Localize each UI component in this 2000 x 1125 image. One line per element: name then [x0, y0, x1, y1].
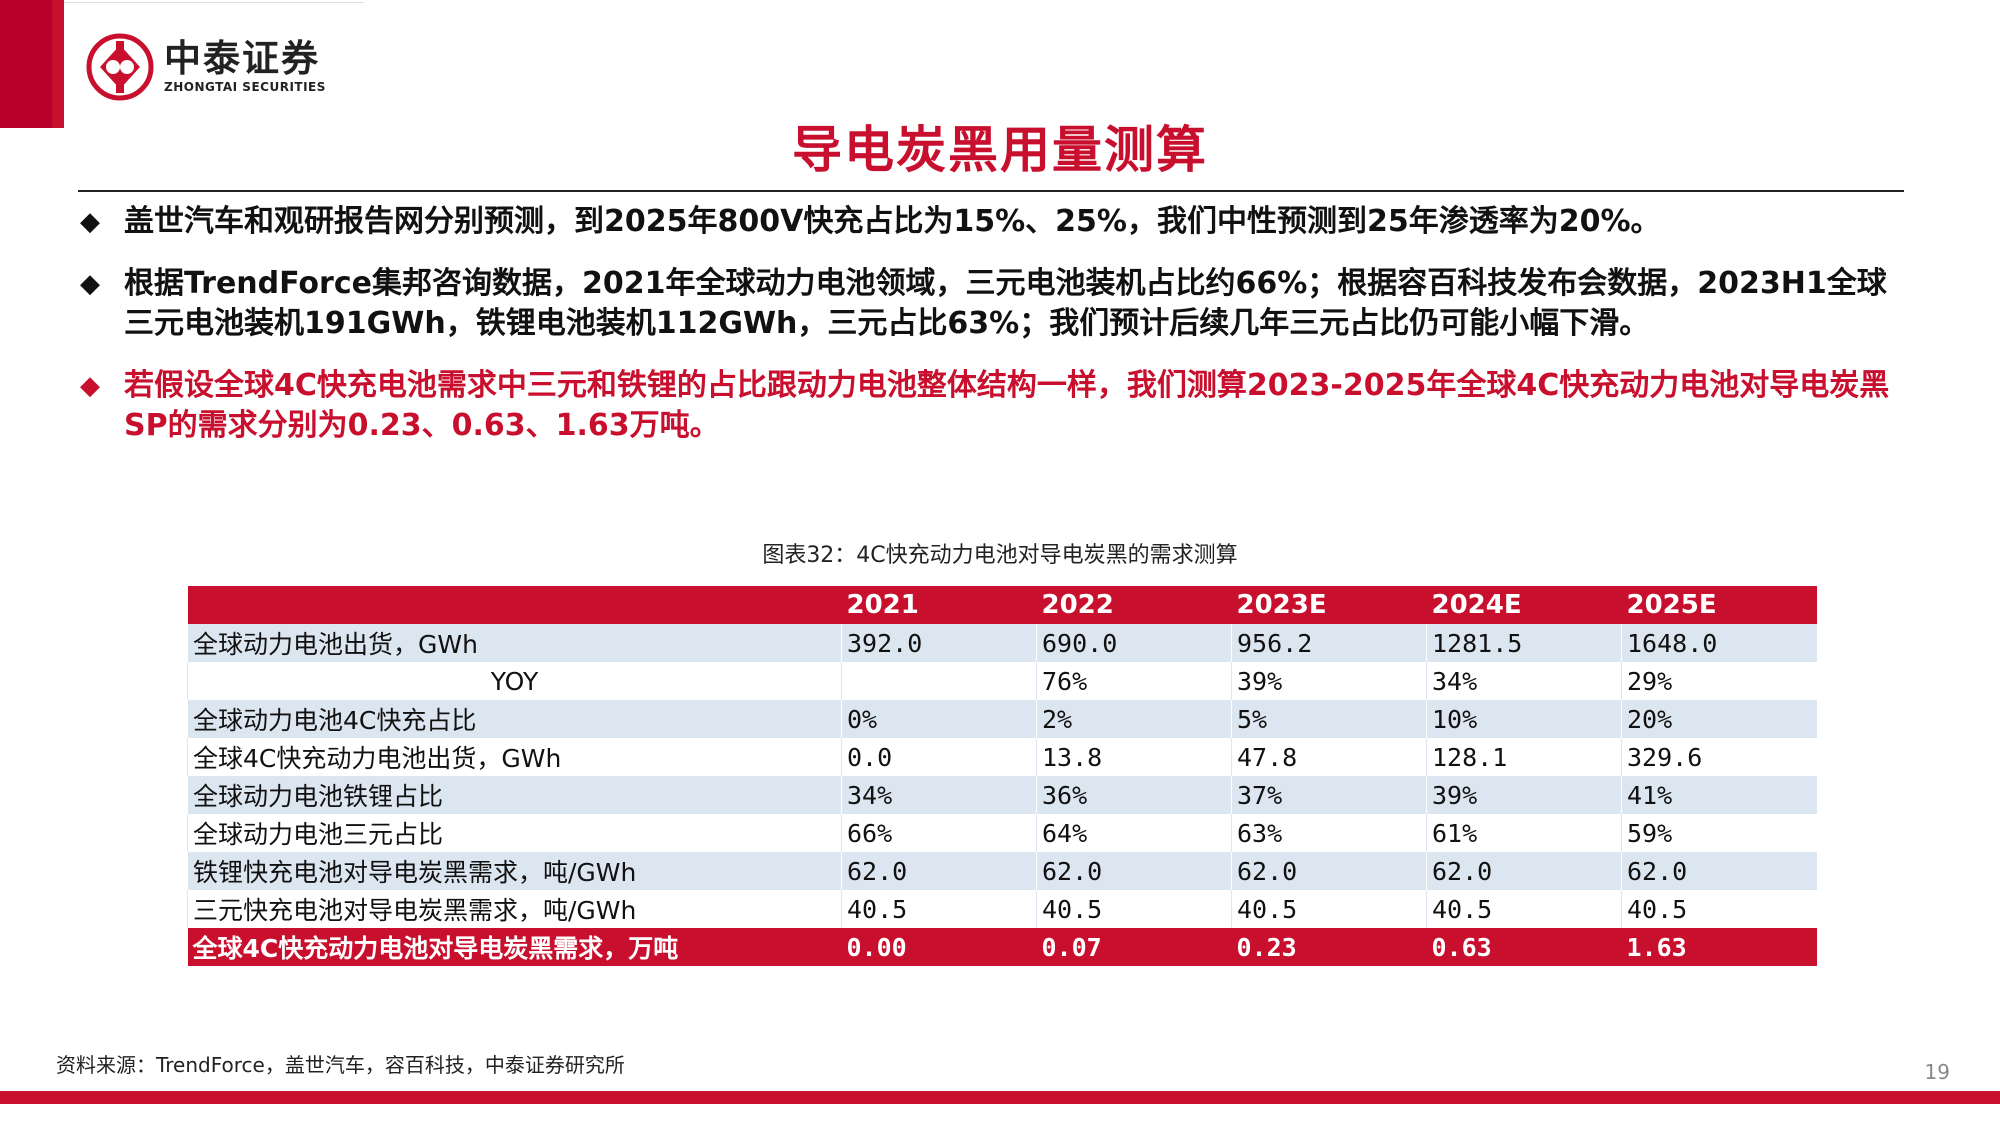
table-cell: 40.5 [1231, 890, 1427, 928]
top-divider [64, 2, 364, 3]
table-cell: 29% [1621, 662, 1817, 700]
table-cell: 329.6 [1621, 738, 1817, 776]
row-label: 全球动力电池铁锂占比 [187, 776, 842, 814]
row-label: 全球4C快充动力电池对导电炭黑需求，万吨 [192, 934, 679, 963]
table-cell: 20% [1621, 700, 1817, 738]
table-row: 全球4C快充动力电池出货，GWh 0.0 13.8 47.8 128.1 329… [187, 738, 1817, 776]
page-number: 19 [1924, 1060, 1950, 1084]
source-note: 资料来源：TrendForce，盖世汽车，容百科技，中泰证券研究所 [56, 1053, 625, 1077]
table-cell: 62.0 [1426, 852, 1622, 890]
demand-table: 2021 2022 2023E 2024E 2025E 全球动力电池出货，GWh… [187, 586, 1817, 966]
table-total-row: 全球4C快充动力电池对导电炭黑需求，万吨 0.00 0.07 0.23 0.63… [187, 928, 1817, 966]
row-label: 全球动力电池4C快充占比 [187, 700, 842, 738]
table-header-row: 2021 2022 2023E 2024E 2025E [187, 586, 1817, 624]
row-label: 铁锂快充电池对导电炭黑需求，吨/GWh [187, 852, 842, 890]
table-cell: 62.0 [1621, 852, 1817, 890]
table-cell: 62.0 [1231, 852, 1427, 890]
table-cell: 40.5 [1621, 890, 1817, 928]
table-cell: 34% [841, 776, 1037, 814]
diamond-bullet-icon: ◆ [80, 371, 100, 401]
table-cell: 47.8 [1231, 738, 1427, 776]
table-cell: 5% [1231, 700, 1427, 738]
table-row: 三元快充电池对导电炭黑需求，吨/GWh 40.5 40.5 40.5 40.5 … [187, 890, 1817, 928]
table-row: 全球动力电池4C快充占比 0% 2% 5% 10% 20% [187, 700, 1817, 738]
bullet-item-highlight: ◆ 若假设全球4C快充电池需求中三元和铁锂的占比跟动力电池整体结构一样，我们测算… [80, 366, 1910, 446]
table-cell: 13.8 [1036, 738, 1232, 776]
table-cell: 10% [1426, 700, 1622, 738]
row-label: YOY [187, 662, 842, 700]
table-cell: 0.0 [841, 738, 1037, 776]
table-cell: 64% [1036, 814, 1232, 852]
bullet-item: ◆ 盖世汽车和观研报告网分别预测，到2025年800V快充占比为15%、25%，… [80, 202, 1910, 242]
table-cell: 128.1 [1426, 738, 1622, 776]
table-cell: 2% [1036, 700, 1232, 738]
table-cell: 0.00 [846, 932, 907, 962]
bullet-text: 根据TrendForce集邦咨询数据，2021年全球动力电池领域，三元电池装机占… [124, 266, 1887, 341]
table-cell: 40.5 [841, 890, 1037, 928]
table-cell: 34% [1426, 662, 1622, 700]
diamond-bullet-icon: ◆ [80, 207, 100, 237]
table-header-cell: 2021 [846, 590, 919, 620]
row-label: 全球动力电池出货，GWh [187, 624, 842, 662]
table-row: 铁锂快充电池对导电炭黑需求，吨/GWh 62.0 62.0 62.0 62.0 … [187, 852, 1817, 890]
figure-caption: 图表32：4C快充动力电池对导电炭黑的需求测算 [762, 543, 1238, 568]
table-cell: 0% [841, 700, 1037, 738]
table-cell: 39% [1231, 662, 1427, 700]
table-cell: 62.0 [841, 852, 1037, 890]
table-cell: 956.2 [1231, 624, 1427, 662]
table-cell: 0.63 [1431, 932, 1492, 962]
diamond-bullet-icon: ◆ [80, 269, 100, 299]
table-header-cell: 2023E [1236, 590, 1327, 620]
table-cell: 690.0 [1036, 624, 1232, 662]
table-row: YOY 76% 39% 34% 29% [187, 662, 1817, 700]
bullet-text: 若假设全球4C快充电池需求中三元和铁锂的占比跟动力电池整体结构一样，我们测算20… [124, 368, 1890, 443]
bullet-text: 盖世汽车和观研报告网分别预测，到2025年800V快充占比为15%、25%，我们… [124, 204, 1661, 239]
table-cell: 40.5 [1426, 890, 1622, 928]
table-cell [841, 662, 1037, 700]
table-cell: 1.63 [1626, 932, 1687, 962]
table-cell: 61% [1426, 814, 1622, 852]
table-cell: 36% [1036, 776, 1232, 814]
table-cell: 1648.0 [1621, 624, 1817, 662]
table-row: 全球动力电池三元占比 66% 64% 63% 61% 59% [187, 814, 1817, 852]
table-cell: 392.0 [841, 624, 1037, 662]
table-cell: 1281.5 [1426, 624, 1622, 662]
title-divider [78, 190, 1904, 192]
table-header-cell: 2025E [1626, 590, 1717, 620]
table-cell: 76% [1036, 662, 1232, 700]
table-row: 全球动力电池铁锂占比 34% 36% 37% 39% 41% [187, 776, 1817, 814]
table-cell: 62.0 [1036, 852, 1232, 890]
table-header-cell: 2024E [1431, 590, 1522, 620]
table-cell: 63% [1231, 814, 1427, 852]
table-cell: 37% [1231, 776, 1427, 814]
zhongtai-logo-icon [86, 33, 154, 101]
table-header-cell: 2022 [1041, 590, 1114, 620]
row-label: 三元快充电池对导电炭黑需求，吨/GWh [187, 890, 842, 928]
brand-logo: 中泰证券 ZHONGTAI SECURITIES [86, 32, 326, 102]
bottom-accent-bar [0, 1091, 2000, 1104]
table-cell: 41% [1621, 776, 1817, 814]
table-row: 全球动力电池出货，GWh 392.0 690.0 956.2 1281.5 16… [187, 624, 1817, 662]
bullet-item: ◆ 根据TrendForce集邦咨询数据，2021年全球动力电池领域，三元电池装… [80, 264, 1910, 344]
table-header-cell [188, 586, 842, 624]
table-cell: 0.23 [1236, 932, 1297, 962]
table-cell: 40.5 [1036, 890, 1232, 928]
bullet-list: ◆ 盖世汽车和观研报告网分别预测，到2025年800V快充占比为15%、25%，… [80, 202, 1910, 468]
table-cell: 66% [841, 814, 1037, 852]
corner-accent-bar [0, 0, 64, 128]
table-cell: 39% [1426, 776, 1622, 814]
brand-name-en: ZHONGTAI SECURITIES [164, 80, 326, 94]
table-cell: 59% [1621, 814, 1817, 852]
table-cell: 0.07 [1041, 932, 1102, 962]
row-label: 全球动力电池三元占比 [187, 814, 842, 852]
brand-name-cn: 中泰证券 [164, 37, 320, 80]
row-label: 全球4C快充动力电池出货，GWh [187, 738, 842, 776]
page-title: 导电炭黑用量测算 [792, 121, 1208, 179]
